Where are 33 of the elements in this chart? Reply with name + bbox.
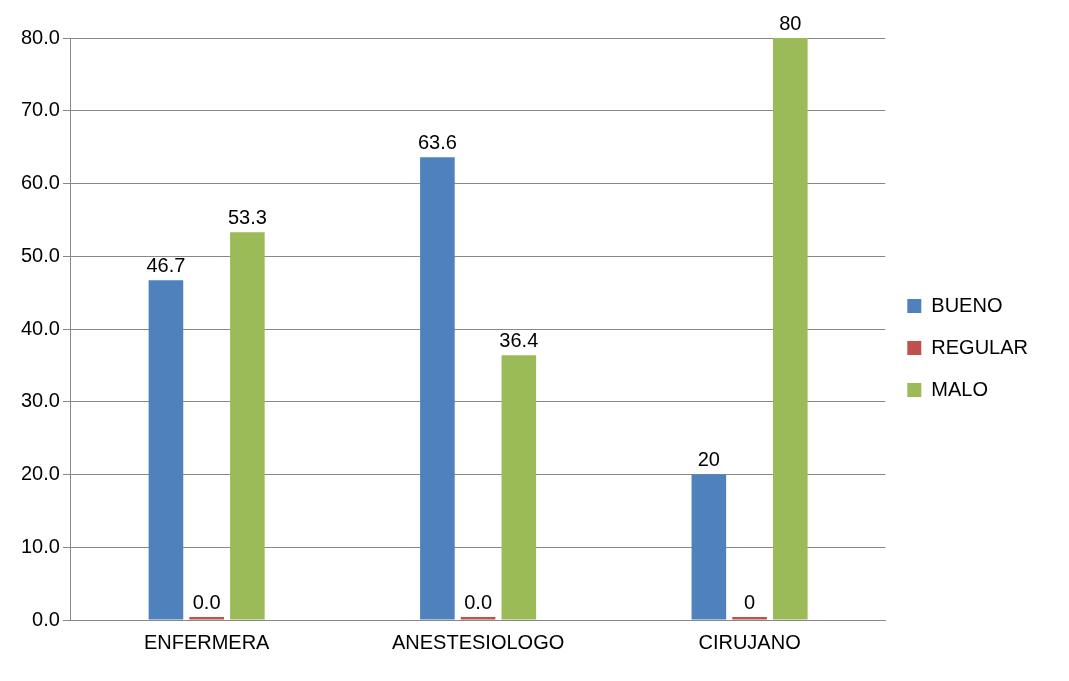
data-label: 0: [744, 590, 756, 613]
bar: [732, 617, 767, 620]
bar: [772, 38, 808, 620]
bar: [148, 280, 184, 620]
data-label: 63.6: [417, 130, 457, 153]
bar: [501, 355, 537, 620]
bar: [420, 157, 455, 620]
y-tick-label: 80.0: [20, 25, 60, 48]
data-label: 46.7: [146, 253, 186, 276]
bar: [230, 232, 265, 620]
legend-label: BUENO: [931, 293, 1003, 316]
y-tick-label: 40.0: [20, 316, 60, 339]
y-tick-label: 60.0: [20, 171, 60, 194]
y-tick-label: 20.0: [20, 462, 60, 485]
legend-label: REGULAR: [931, 335, 1029, 358]
data-label: 0.0: [464, 590, 493, 613]
data-label: 53.3: [227, 205, 267, 228]
data-label: 36.4: [499, 328, 539, 351]
x-tick-label: ANESTESIOLOGO: [391, 630, 565, 653]
y-tick-label: 70.0: [20, 98, 60, 121]
x-tick-label: ENFERMERA: [143, 630, 271, 653]
y-tick-label: 10.0: [20, 534, 60, 557]
y-tick-label: 30.0: [20, 389, 60, 412]
bar: [691, 474, 727, 620]
y-tick-label: 50.0: [20, 243, 60, 266]
data-label: 0.0: [192, 590, 221, 613]
x-tick-label: CIRUJANO: [698, 630, 801, 653]
bar: [460, 617, 496, 620]
y-tick-label: 0.0: [32, 607, 60, 630]
data-label: 20: [697, 448, 720, 471]
legend-label: MALO: [931, 377, 988, 400]
data-label: 80: [779, 11, 802, 34]
bar: [189, 617, 224, 620]
